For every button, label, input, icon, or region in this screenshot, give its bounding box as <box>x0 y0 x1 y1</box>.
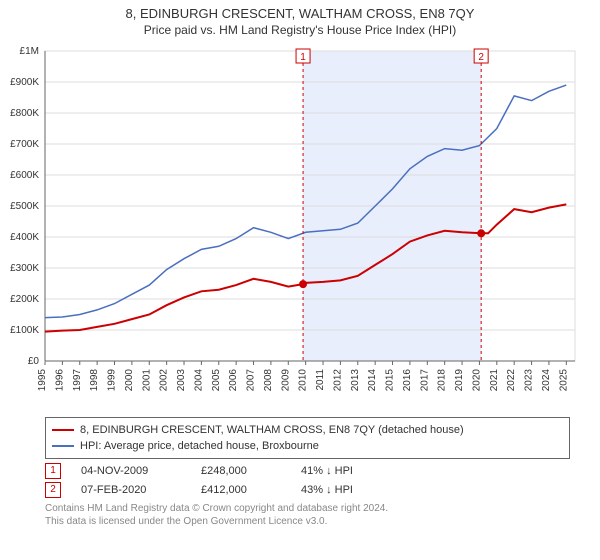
svg-text:2011: 2011 <box>315 369 326 391</box>
line-chart: £0 £100K £200K £300K £400K £500K £600K £700K £80… <box>0 41 600 411</box>
sale-hpi: 41% ↓ HPI <box>301 465 381 477</box>
footnote: Contains HM Land Registry data © Crown c… <box>45 502 570 528</box>
sale-date: 07-FEB-2020 <box>81 484 181 496</box>
sale-hpi: 43% ↓ HPI <box>301 484 381 496</box>
legend-swatch <box>52 445 74 447</box>
svg-text:2010: 2010 <box>298 369 309 392</box>
svg-text:2022: 2022 <box>506 369 517 392</box>
svg-text:2024: 2024 <box>541 369 552 392</box>
svg-text:£1M: £1M <box>20 46 39 57</box>
svg-text:£500K: £500K <box>10 201 39 212</box>
legend-label: 8, EDINBURGH CRESCENT, WALTHAM CROSS, EN… <box>80 422 464 438</box>
legend-swatch <box>52 429 74 431</box>
footnote-line: This data is licensed under the Open Gov… <box>45 515 570 528</box>
sale-date: 04-NOV-2009 <box>81 465 181 477</box>
svg-text:1996: 1996 <box>54 369 65 392</box>
svg-text:2015: 2015 <box>385 369 396 392</box>
svg-text:2004: 2004 <box>193 369 204 392</box>
svg-text:£200K: £200K <box>10 294 39 305</box>
svg-text:2018: 2018 <box>437 369 448 392</box>
svg-text:£800K: £800K <box>10 108 39 119</box>
svg-text:2025: 2025 <box>558 369 569 392</box>
legend-label: HPI: Average price, detached house, Brox… <box>80 438 319 454</box>
svg-text:1: 1 <box>300 52 306 63</box>
svg-text:2: 2 <box>478 52 484 63</box>
svg-text:£100K: £100K <box>10 325 39 336</box>
svg-text:2016: 2016 <box>402 369 413 392</box>
svg-text:2002: 2002 <box>159 369 170 392</box>
svg-text:2019: 2019 <box>454 369 465 392</box>
svg-text:2017: 2017 <box>419 369 430 392</box>
svg-text:2020: 2020 <box>471 369 482 392</box>
sale-row: 2 07-FEB-2020 £412,000 43% ↓ HPI <box>45 482 570 498</box>
svg-text:£600K: £600K <box>10 170 39 181</box>
sale-marker-icon: 1 <box>45 463 61 479</box>
footnote-line: Contains HM Land Registry data © Crown c… <box>45 502 570 515</box>
svg-text:2021: 2021 <box>489 369 500 392</box>
svg-text:£400K: £400K <box>10 232 39 243</box>
sales-list: 1 04-NOV-2009 £248,000 41% ↓ HPI 2 07-FE… <box>45 463 570 498</box>
svg-text:£900K: £900K <box>10 77 39 88</box>
svg-text:1998: 1998 <box>89 369 100 392</box>
svg-text:2013: 2013 <box>350 369 361 392</box>
svg-text:2012: 2012 <box>332 369 343 392</box>
svg-text:2007: 2007 <box>246 369 257 392</box>
legend: 8, EDINBURGH CRESCENT, WALTHAM CROSS, EN… <box>45 417 570 459</box>
svg-text:2000: 2000 <box>124 369 135 392</box>
sale-price: £412,000 <box>201 484 281 496</box>
svg-text:2023: 2023 <box>524 369 535 392</box>
legend-item-property: 8, EDINBURGH CRESCENT, WALTHAM CROSS, EN… <box>52 422 563 438</box>
svg-text:2005: 2005 <box>211 369 222 392</box>
sale-row: 1 04-NOV-2009 £248,000 41% ↓ HPI <box>45 463 570 479</box>
page-subtitle: Price paid vs. HM Land Registry's House … <box>0 21 600 41</box>
svg-text:2008: 2008 <box>263 369 274 392</box>
svg-text:1995: 1995 <box>37 369 48 392</box>
svg-text:1997: 1997 <box>72 369 83 392</box>
legend-item-hpi: HPI: Average price, detached house, Brox… <box>52 438 563 454</box>
page-title: 8, EDINBURGH CRESCENT, WALTHAM CROSS, EN… <box>0 0 600 21</box>
sale-marker-icon: 2 <box>45 482 61 498</box>
svg-text:£0: £0 <box>28 356 40 367</box>
svg-text:2009: 2009 <box>280 369 291 392</box>
svg-text:2003: 2003 <box>176 369 187 392</box>
svg-text:2001: 2001 <box>141 369 152 392</box>
svg-text:£700K: £700K <box>10 139 39 150</box>
svg-text:2014: 2014 <box>367 369 378 392</box>
svg-text:2006: 2006 <box>228 369 239 392</box>
sale-price: £248,000 <box>201 465 281 477</box>
svg-text:1999: 1999 <box>107 369 118 392</box>
chart-container: £0 £100K £200K £300K £400K £500K £600K £700K £80… <box>0 41 600 411</box>
svg-text:£300K: £300K <box>10 263 39 274</box>
